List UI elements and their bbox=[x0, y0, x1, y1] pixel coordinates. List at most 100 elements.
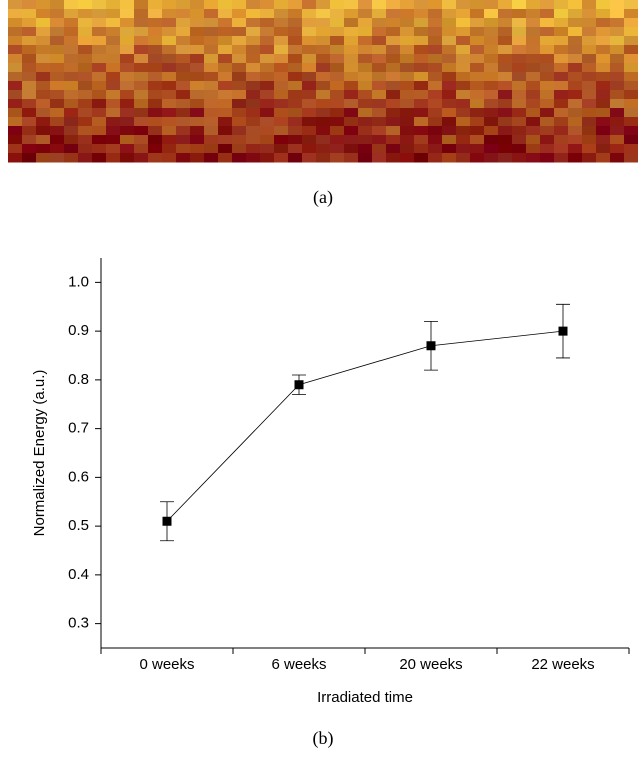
texture-cell bbox=[50, 63, 65, 73]
texture-cell bbox=[120, 153, 135, 163]
texture-cell bbox=[50, 54, 65, 64]
texture-cell bbox=[596, 0, 611, 10]
texture-cell bbox=[302, 27, 317, 37]
texture-cell bbox=[8, 153, 23, 163]
texture-cell bbox=[498, 144, 513, 154]
texture-cell bbox=[50, 9, 65, 19]
texture-cell bbox=[526, 27, 541, 37]
texture-cell bbox=[540, 45, 555, 55]
texture-cell bbox=[134, 18, 149, 28]
texture-cell bbox=[386, 126, 401, 136]
texture-cell bbox=[358, 36, 373, 46]
texture-cell bbox=[64, 99, 79, 109]
texture-cell bbox=[344, 117, 359, 127]
texture-cell bbox=[64, 90, 79, 100]
texture-cell bbox=[246, 153, 261, 163]
texture-cell bbox=[204, 63, 219, 73]
texture-cell bbox=[428, 27, 443, 37]
texture-cell bbox=[498, 81, 513, 91]
texture-cell bbox=[78, 18, 93, 28]
texture-cell bbox=[330, 117, 345, 127]
texture-cell bbox=[610, 45, 625, 55]
texture-cell bbox=[120, 27, 135, 37]
texture-cell bbox=[162, 90, 177, 100]
y-axis-title: Normalized Energy (a.u.) bbox=[31, 370, 48, 537]
texture-cell bbox=[470, 153, 485, 163]
texture-cell bbox=[428, 108, 443, 118]
texture-cell bbox=[64, 9, 79, 19]
texture-cell bbox=[470, 45, 485, 55]
texture-cell bbox=[484, 117, 499, 127]
texture-cell bbox=[218, 117, 233, 127]
texture-cell bbox=[106, 72, 121, 82]
texture-cell bbox=[470, 72, 485, 82]
texture-cell bbox=[526, 108, 541, 118]
texture-cell bbox=[176, 45, 191, 55]
texture-cell bbox=[400, 72, 415, 82]
texture-cell bbox=[274, 81, 289, 91]
texture-cell bbox=[596, 27, 611, 37]
texture-cell bbox=[372, 117, 387, 127]
texture-cell bbox=[190, 27, 205, 37]
texture-cell bbox=[106, 108, 121, 118]
texture-cell bbox=[106, 117, 121, 127]
texture-cell bbox=[50, 126, 65, 136]
texture-cell bbox=[456, 9, 471, 19]
texture-cell bbox=[78, 81, 93, 91]
texture-cell bbox=[92, 81, 107, 91]
texture-cell bbox=[512, 45, 527, 55]
texture-cell bbox=[624, 9, 638, 19]
texture-cell bbox=[148, 126, 163, 136]
micrograph bbox=[8, 0, 638, 163]
texture-cell bbox=[134, 153, 149, 163]
texture-cell bbox=[218, 99, 233, 109]
texture-cell bbox=[120, 36, 135, 46]
texture-cell bbox=[246, 135, 261, 145]
texture-cell bbox=[176, 54, 191, 64]
texture-cell bbox=[456, 45, 471, 55]
texture-cell bbox=[288, 36, 303, 46]
texture-cell bbox=[232, 144, 247, 154]
y-tick-label: 0.8 bbox=[68, 371, 89, 388]
texture-cell bbox=[386, 117, 401, 127]
texture-cell bbox=[148, 99, 163, 109]
texture-cell bbox=[92, 135, 107, 145]
texture-cell bbox=[316, 90, 331, 100]
texture-cell bbox=[428, 126, 443, 136]
texture-cell bbox=[414, 81, 429, 91]
texture-cell bbox=[540, 126, 555, 136]
texture-cell bbox=[386, 54, 401, 64]
texture-cell bbox=[50, 90, 65, 100]
texture-cell bbox=[148, 117, 163, 127]
texture-cell bbox=[470, 54, 485, 64]
texture-cell bbox=[78, 9, 93, 19]
texture-cell bbox=[64, 0, 79, 10]
texture-cell bbox=[554, 117, 569, 127]
texture-cell bbox=[442, 36, 457, 46]
texture-cell bbox=[78, 99, 93, 109]
texture-cell bbox=[260, 153, 275, 163]
texture-cell bbox=[162, 108, 177, 118]
texture-cell bbox=[442, 90, 457, 100]
texture-cell bbox=[484, 45, 499, 55]
texture-cell bbox=[190, 81, 205, 91]
texture-cell bbox=[302, 144, 317, 154]
texture-cell bbox=[386, 108, 401, 118]
texture-cell bbox=[400, 63, 415, 73]
texture-cell bbox=[148, 18, 163, 28]
texture-cell bbox=[330, 81, 345, 91]
texture-cell bbox=[330, 18, 345, 28]
texture-cell bbox=[428, 63, 443, 73]
texture-cell bbox=[442, 153, 457, 163]
texture-cell bbox=[358, 144, 373, 154]
texture-cell bbox=[428, 45, 443, 55]
texture-cell bbox=[302, 90, 317, 100]
texture-cell bbox=[512, 81, 527, 91]
texture-cell bbox=[176, 126, 191, 136]
texture-cell bbox=[526, 9, 541, 19]
texture-cell bbox=[92, 45, 107, 55]
texture-cell bbox=[232, 117, 247, 127]
texture-cell bbox=[386, 81, 401, 91]
texture-cell bbox=[50, 117, 65, 127]
